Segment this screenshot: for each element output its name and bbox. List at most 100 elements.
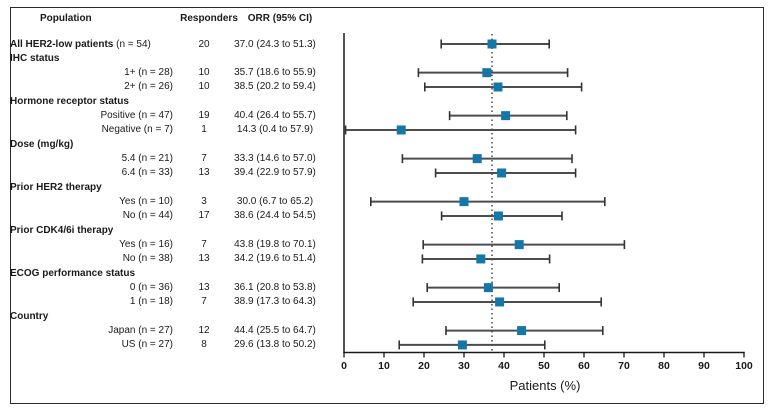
subgroup-label: 1 (n = 18): [129, 296, 173, 308]
subgroup-label: 6.4 (n = 33): [121, 167, 173, 179]
responders-value: 12: [198, 325, 210, 337]
table-row: No (n = 38) 13 34.2 (19.6 to 51.4): [0, 251, 340, 266]
responders-value: 10: [198, 67, 210, 79]
subgroup-label: 5.4 (n = 21): [121, 153, 173, 165]
point-estimate-marker: [396, 125, 406, 135]
x-axis-tick-label: 20: [418, 360, 430, 372]
orr-ci-value: 38.5 (20.2 to 59.4): [234, 81, 316, 93]
subgroup-label: Yes (n = 16): [119, 239, 173, 251]
orr-ci-value: 35.7 (18.6 to 55.9): [234, 67, 316, 79]
subgroup-label: No (n = 38): [122, 253, 173, 265]
group-label: Dose (mg/kg): [10, 138, 74, 150]
orr-ci-value: 43.8 (19.8 to 70.1): [234, 239, 316, 251]
responders-value: 20: [198, 38, 210, 50]
group-label: Prior HER2 therapy: [10, 181, 102, 193]
x-axis-tick-label: 70: [618, 360, 630, 372]
table-row: 2+ (n = 26) 10 38.5 (20.2 to 59.4): [0, 79, 340, 94]
subgroup-label: All HER2-low patients (n = 54): [10, 38, 151, 50]
table-row: 6.4 (n = 33) 13 39.4 (22.9 to 57.9): [0, 165, 340, 180]
point-estimate-marker: [487, 39, 497, 49]
table-row: All HER2-low patients (n = 54) 20 37.0 (24…: [0, 37, 340, 52]
responders-value: 3: [201, 196, 207, 208]
x-axis-tick-label: 10: [378, 360, 390, 372]
column-header-population: Population: [40, 13, 92, 24]
point-estimate-marker: [472, 154, 482, 164]
group-label: ECOG performance status: [10, 267, 136, 279]
x-axis-tick-label: 90: [698, 360, 710, 372]
point-estimate-marker: [459, 197, 469, 207]
orr-ci-value: 29.6 (13.8 to 50.2): [234, 339, 316, 351]
table-row: Yes (n = 10) 3 30.0 (6.7 to 65.2): [0, 194, 340, 209]
table-row: 0 (n = 36) 13 36.1 (20.8 to 53.8): [0, 280, 340, 295]
responders-value: 7: [201, 153, 207, 165]
orr-ci-value: 44.4 (25.5 to 64.7): [234, 325, 316, 337]
point-estimate-marker: [501, 111, 511, 121]
point-estimate-marker: [514, 240, 524, 250]
group-header-row: Prior CDK4/6i therapy: [0, 223, 340, 238]
point-estimate-marker: [457, 340, 467, 350]
subgroup-label: Positive (n = 47): [100, 110, 173, 122]
group-header-row: Hormone receptor status: [0, 94, 340, 109]
table-row: Positive (n = 47) 19 40.4 (26.4 to 55.7): [0, 108, 340, 123]
x-axis-tick-label: 50: [538, 360, 550, 372]
orr-ci-value: 33.3 (14.6 to 57.0): [234, 153, 316, 165]
orr-ci-value: 38.9 (17.3 to 64.3): [234, 296, 316, 308]
point-estimate-marker: [493, 82, 503, 92]
orr-ci-value: 40.4 (26.4 to 55.7): [234, 110, 316, 122]
group-label: Hormone receptor status: [10, 95, 129, 107]
point-estimate-marker: [495, 297, 505, 307]
table-row: 5.4 (n = 21) 7 33.3 (14.6 to 57.0): [0, 151, 340, 166]
subgroup-label: Japan (n = 27): [108, 325, 173, 337]
column-header-responders: Responders: [180, 13, 238, 24]
responders-value: 10: [198, 81, 210, 93]
point-estimate-marker: [517, 326, 527, 336]
x-axis-title: Patients (%): [509, 378, 581, 393]
subgroup-label: No (n = 44): [122, 210, 173, 222]
subgroup-label: 2+ (n = 26): [124, 81, 173, 93]
group-label: IHC status: [10, 52, 60, 64]
responders-value: 13: [198, 282, 210, 294]
responders-value: 19: [198, 110, 210, 122]
orr-ci-value: 30.0 (6.7 to 65.2): [236, 196, 314, 208]
point-estimate-marker: [482, 68, 492, 78]
responders-value: 13: [198, 253, 210, 265]
figure-border: [10, 7, 764, 404]
point-estimate-marker: [483, 283, 493, 293]
group-header-row: Prior HER2 therapy: [0, 180, 340, 195]
subgroup-label: US (n = 27): [121, 339, 173, 351]
responders-value: 8: [201, 339, 207, 351]
subgroup-label: 0 (n = 36): [129, 282, 173, 294]
column-header-orr: ORR (95% CI): [247, 13, 313, 24]
group-header-row: ECOG performance status: [0, 266, 340, 281]
group-label: Prior CDK4/6i therapy: [10, 224, 114, 236]
group-label: Country: [10, 310, 49, 322]
orr-ci-value: 39.4 (22.9 to 57.9): [234, 167, 316, 179]
x-axis-tick-label: 60: [578, 360, 590, 372]
table-row: 1 (n = 18) 7 38.9 (17.3 to 64.3): [0, 294, 340, 309]
table-row: Japan (n = 27) 12 44.4 (25.5 to 64.7): [0, 323, 340, 338]
orr-ci-value: 34.2 (19.6 to 51.4): [234, 253, 316, 265]
x-axis-tick-label: 0: [341, 360, 347, 372]
x-axis-tick-label: 100: [735, 360, 753, 372]
responders-value: 7: [201, 296, 207, 308]
group-header-row: Dose (mg/kg): [0, 137, 340, 152]
responders-value: 1: [201, 124, 207, 136]
subgroup-label: Yes (n = 10): [119, 196, 173, 208]
orr-ci-value: 37.0 (24.3 to 51.3): [234, 38, 316, 50]
responders-value: 17: [198, 210, 210, 222]
x-axis-tick-label: 80: [658, 360, 670, 372]
point-estimate-marker: [493, 211, 503, 221]
table-row: Yes (n = 16) 7 43.8 (19.8 to 70.1): [0, 237, 340, 252]
responders-value: 7: [201, 239, 207, 251]
responders-value: 13: [198, 167, 210, 179]
group-header-row: IHC status: [0, 51, 340, 66]
point-estimate-marker: [497, 168, 507, 178]
subgroup-label: 1+ (n = 28): [124, 67, 173, 79]
x-axis-tick-label: 40: [498, 360, 510, 372]
orr-ci-value: 14.3 (0.4 to 57.9): [236, 124, 314, 136]
table-row: No (n = 44) 17 38.6 (24.4 to 54.5): [0, 208, 340, 223]
point-estimate-marker: [476, 254, 486, 264]
table-row: 1+ (n = 28) 10 35.7 (18.6 to 55.9): [0, 65, 340, 80]
table-row: US (n = 27) 8 29.6 (13.8 to 50.2): [0, 337, 340, 352]
